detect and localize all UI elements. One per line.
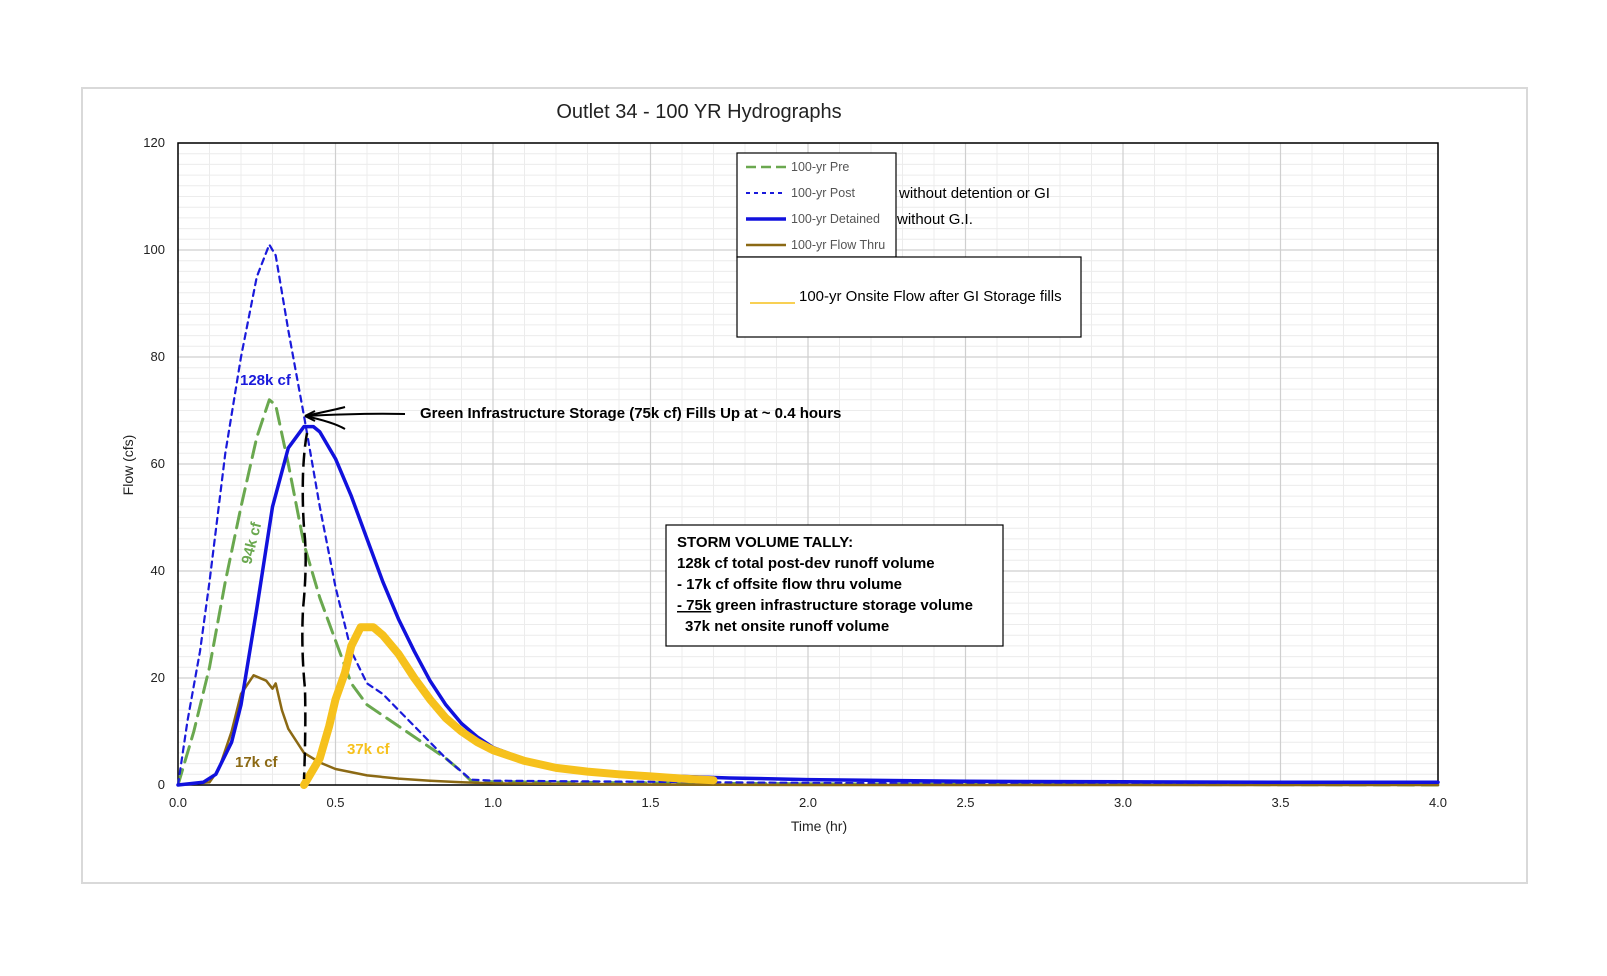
gi-storage-note: Green Infrastructure Storage (75k cf) Fi…: [420, 405, 841, 422]
legend-box: [736, 152, 897, 258]
x-tick-label: 4.0: [1429, 795, 1447, 810]
onsite-volume-label: 37k cf: [347, 741, 391, 758]
x-tick-label: 0.0: [169, 795, 187, 810]
tally-box: [665, 524, 1004, 647]
flow-thru-volume-label: 17k cf: [235, 754, 279, 771]
x-tick-label: 3.0: [1114, 795, 1132, 810]
legend-note-post: without detention or GI: [898, 185, 1050, 202]
legend: 100-yr Pre 100-yr Post 100-yr Detained 1…: [736, 152, 897, 258]
gi-fill-marker: [301, 432, 309, 780]
onsite-legend: 100-yr Onsite Flow after GI Storage fill…: [736, 256, 1082, 338]
x-tick-label: 1.0: [484, 795, 502, 810]
x-tick-label: 3.5: [1271, 795, 1289, 810]
series-line-100-yr-onsite-flow-after-gi-storage-fills: [300, 623, 718, 789]
x-tick-label: 2.5: [956, 795, 974, 810]
y-tick-label: 80: [151, 349, 165, 364]
y-tick-label: 20: [151, 670, 165, 685]
series-line-100-yr-flow-thru: [176, 674, 1440, 787]
y-tick-label: 100: [143, 242, 165, 257]
x-axis-title: Time (hr): [791, 818, 847, 834]
series-layer: [176, 243, 1440, 789]
onsite-legend-box: [736, 256, 1082, 338]
tally-line-4: 37k net onsite runoff volume: [685, 618, 889, 635]
hydrograph-chart: Outlet 34 - 100 YR Hydrographs 0.0 0.5 1.0…: [83, 89, 1526, 882]
storm-volume-tally: STORM VOLUME TALLY: 128k cf total post-d…: [665, 524, 1004, 647]
y-tick-label: 0: [158, 777, 165, 792]
y-tick-labels: 0 20 40 60 80 100 120: [143, 135, 165, 792]
tally-line-3-rest: green infrastructure storage volume: [711, 597, 973, 614]
legend-label-onsite: 100-yr Onsite Flow after GI Storage fill…: [799, 288, 1062, 305]
legend-label-detained: 100-yr Detained: [791, 212, 880, 226]
chart-frame: Outlet 34 - 100 YR Hydrographs 0.0 0.5 1.0…: [81, 87, 1528, 884]
tally-line-3-underlined: - 75k: [677, 597, 712, 614]
y-axis-title: Flow (cfs): [120, 435, 136, 496]
x-tick-label: 2.0: [799, 795, 817, 810]
series-line-100-yr-pre: [176, 398, 1440, 787]
tally-line-3: - 75k green infrastructure storage volum…: [677, 597, 973, 614]
gi-arrow: [304, 406, 406, 430]
y-tick-label: 40: [151, 563, 165, 578]
chart-title: Outlet 34 - 100 YR Hydrographs: [556, 101, 841, 123]
tally-line-1: 128k cf total post-dev runoff volume: [677, 555, 935, 572]
y-tick-label: 60: [151, 456, 165, 471]
x-tick-labels: 0.0 0.5 1.0 1.5 2.0 2.5 3.0 3.5 4.0: [169, 795, 1447, 810]
legend-label-pre: 100-yr Pre: [791, 160, 849, 174]
post-volume-label: 128k cf: [240, 372, 292, 389]
series-line-100-yr-post: [176, 243, 1440, 787]
legend-label-post: 100-yr Post: [791, 186, 855, 200]
x-tick-label: 1.5: [641, 795, 659, 810]
tally-heading: STORM VOLUME TALLY:: [677, 534, 853, 551]
tally-line-2: - 17k cf offsite flow thru volume: [677, 576, 902, 593]
legend-note-detained: without G.I.: [896, 211, 973, 228]
x-tick-label: 0.5: [326, 795, 344, 810]
y-tick-label: 120: [143, 135, 165, 150]
legend-label-flow-thru: 100-yr Flow Thru: [791, 238, 885, 252]
